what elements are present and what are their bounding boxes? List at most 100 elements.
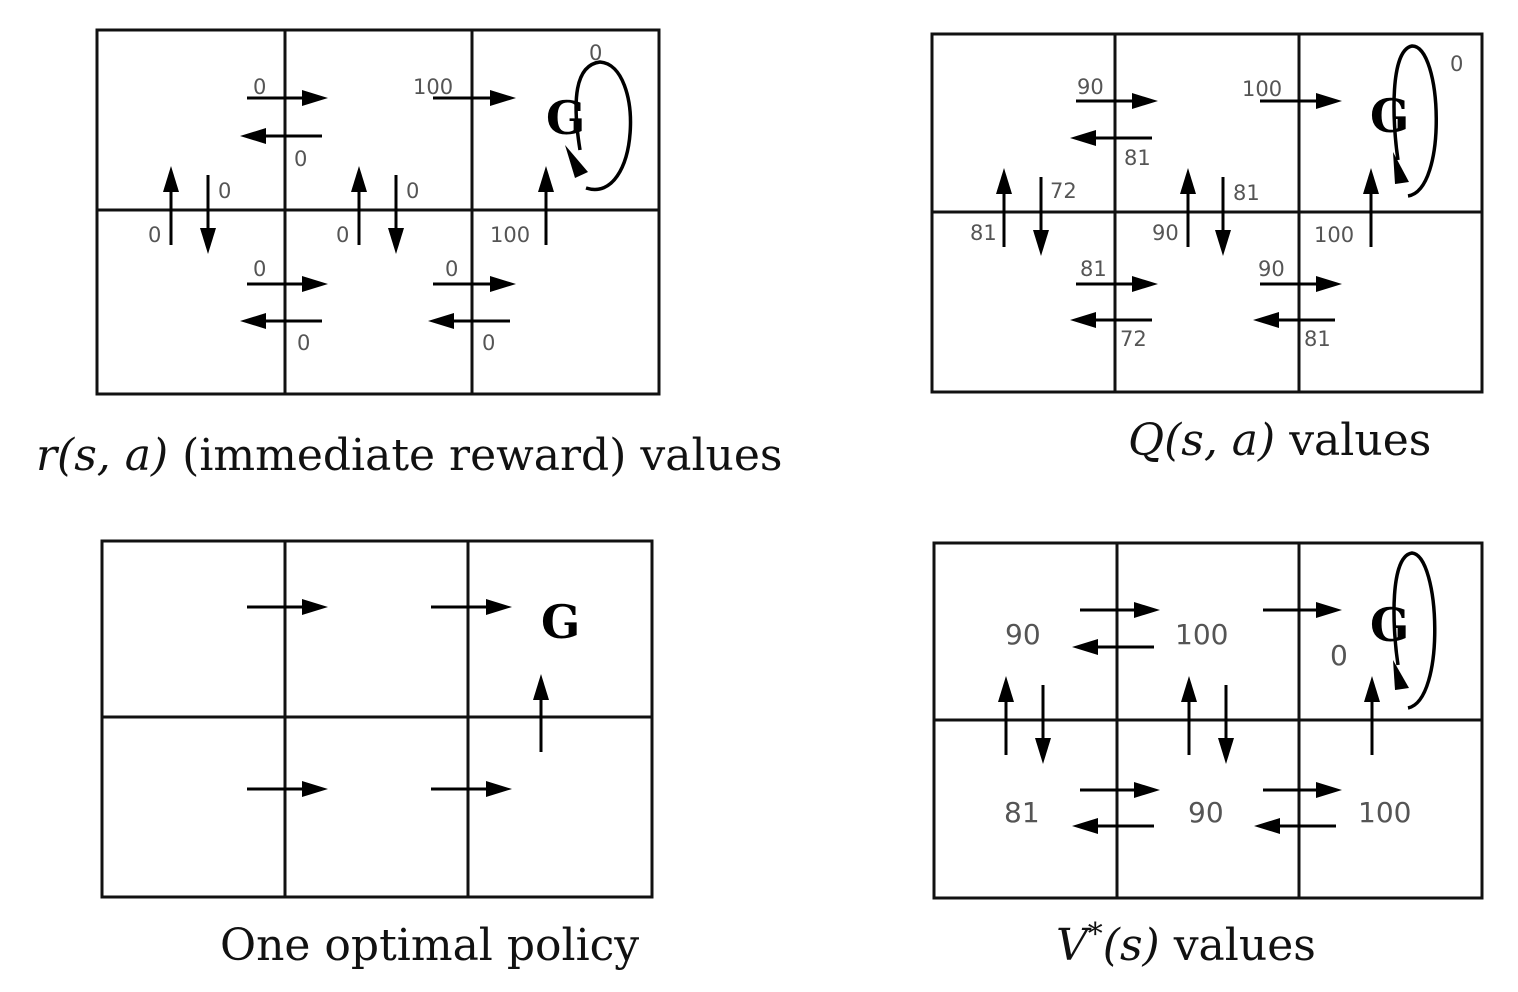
caption-sup: * bbox=[1088, 917, 1103, 952]
grid-border bbox=[95, 28, 661, 396]
panel-caption: One optimal policy bbox=[220, 920, 639, 971]
q-label: 0 bbox=[1450, 52, 1463, 76]
goal-label: G bbox=[1370, 89, 1409, 143]
state-value: 100 bbox=[1175, 618, 1228, 651]
panel-caption: r(s, a) (immediate reward) values bbox=[36, 430, 783, 481]
arrow-right-icon bbox=[1076, 93, 1158, 109]
arrow-left-icon bbox=[1254, 818, 1336, 834]
panel-caption: Q(s, a) values bbox=[1128, 415, 1431, 466]
arrow-left-icon bbox=[240, 128, 322, 144]
reward-label: 0 bbox=[589, 41, 602, 65]
state-value: 100 bbox=[1358, 796, 1411, 829]
self-loop-icon bbox=[1392, 44, 1438, 198]
self-loop-icon bbox=[574, 60, 633, 192]
arrow-up-icon bbox=[163, 166, 179, 245]
q-label: 100 bbox=[1242, 77, 1282, 101]
reward-label: 0 bbox=[253, 75, 266, 99]
q-label: 100 bbox=[1314, 223, 1354, 247]
arrow-up-icon bbox=[533, 674, 549, 752]
q-panel: 90 81 100 G 0 81 72 90 bbox=[930, 32, 1484, 466]
q-label: 81 bbox=[1124, 146, 1151, 170]
arrow-down-icon bbox=[1218, 685, 1234, 764]
arrow-down-icon bbox=[200, 175, 216, 254]
arrow-right-icon bbox=[1260, 93, 1342, 109]
reward-label: 100 bbox=[490, 223, 530, 247]
reward-label: 0 bbox=[218, 179, 231, 203]
arrow-up-icon bbox=[998, 676, 1014, 755]
arrow-right-icon bbox=[247, 276, 328, 292]
arrow-right-icon bbox=[431, 599, 512, 615]
arrow-up-icon bbox=[996, 168, 1012, 247]
arrow-up-icon bbox=[1363, 168, 1379, 247]
arrow-up-icon bbox=[1364, 676, 1380, 755]
arrow-up-icon bbox=[1181, 676, 1197, 755]
self-loop-icon bbox=[1392, 551, 1437, 710]
arrow-left-icon bbox=[1072, 818, 1154, 834]
caption-rest: values bbox=[1160, 920, 1316, 971]
arrow-right-icon bbox=[1080, 602, 1160, 618]
caption-func: Q bbox=[1128, 415, 1164, 466]
grid-border bbox=[100, 539, 654, 899]
arrow-right-icon bbox=[247, 599, 328, 615]
caption-args: (s, a) bbox=[57, 430, 168, 481]
caption-rest: values bbox=[1275, 415, 1431, 466]
q-label: 90 bbox=[1258, 257, 1285, 281]
caption-args: (s, a) bbox=[1164, 415, 1275, 466]
arrow-left-icon bbox=[1070, 312, 1152, 328]
v-panel: 90 100 0 81 90 100 G bbox=[932, 541, 1484, 971]
arrow-right-icon bbox=[1263, 602, 1342, 618]
q-label: 90 bbox=[1152, 221, 1179, 245]
arrow-right-icon bbox=[247, 781, 328, 797]
q-label: 90 bbox=[1077, 75, 1104, 99]
reward-label: 0 bbox=[294, 147, 307, 171]
state-value: 90 bbox=[1188, 796, 1224, 829]
arrow-up-icon bbox=[538, 166, 554, 245]
arrow-right-icon bbox=[1263, 782, 1342, 798]
panel-caption: V*(s) values bbox=[1056, 917, 1316, 971]
arrow-right-icon bbox=[1076, 276, 1158, 292]
arrow-right-icon bbox=[1260, 276, 1342, 292]
q-label: 81 bbox=[1304, 327, 1331, 351]
goal-label: G bbox=[1370, 598, 1409, 652]
arrow-right-icon bbox=[433, 276, 516, 292]
arrow-down-icon bbox=[1215, 177, 1231, 256]
arrow-head-icon bbox=[565, 145, 588, 178]
arrow-down-icon bbox=[1033, 177, 1049, 256]
reward-label: 100 bbox=[413, 75, 453, 99]
arrow-left-icon bbox=[1072, 639, 1154, 655]
arrow-down-icon bbox=[1035, 685, 1051, 764]
arrow-right-icon bbox=[431, 781, 512, 797]
arrow-left-icon bbox=[240, 313, 322, 329]
arrow-head-icon bbox=[1393, 660, 1409, 690]
arrow-right-icon bbox=[1080, 782, 1160, 798]
arrow-right-icon bbox=[247, 90, 328, 106]
reward-label: 0 bbox=[253, 257, 266, 281]
policy-panel: G One optimal policy bbox=[100, 539, 654, 971]
reward-panel: 0 0 100 G 0 0 0 0 bbox=[36, 28, 783, 481]
reward-label: 0 bbox=[406, 179, 419, 203]
caption-args: (s) bbox=[1103, 920, 1160, 971]
arrow-head-icon bbox=[1393, 152, 1409, 184]
arrow-left-icon bbox=[428, 313, 510, 329]
reward-label: 0 bbox=[445, 257, 458, 281]
reward-label: 0 bbox=[297, 331, 310, 355]
state-value: 81 bbox=[1004, 796, 1040, 829]
arrow-down-icon bbox=[388, 175, 404, 254]
arrow-left-icon bbox=[1253, 312, 1335, 328]
arrow-up-icon bbox=[1180, 168, 1196, 247]
q-label: 81 bbox=[970, 221, 997, 245]
arrow-right-icon bbox=[433, 90, 516, 106]
q-label: 81 bbox=[1233, 181, 1260, 205]
goal-label: G bbox=[541, 595, 580, 649]
q-label: 81 bbox=[1080, 257, 1107, 281]
arrow-up-icon bbox=[351, 166, 367, 245]
caption-func: r bbox=[36, 430, 60, 481]
reward-label: 0 bbox=[482, 331, 495, 355]
q-label: 72 bbox=[1120, 327, 1147, 351]
state-value: 90 bbox=[1005, 618, 1041, 651]
reward-label: 0 bbox=[148, 223, 161, 247]
caption-func: V bbox=[1056, 920, 1092, 971]
reward-label: 0 bbox=[336, 223, 349, 247]
caption-rest: (immediate reward) values bbox=[168, 430, 782, 481]
q-label: 72 bbox=[1050, 179, 1077, 203]
